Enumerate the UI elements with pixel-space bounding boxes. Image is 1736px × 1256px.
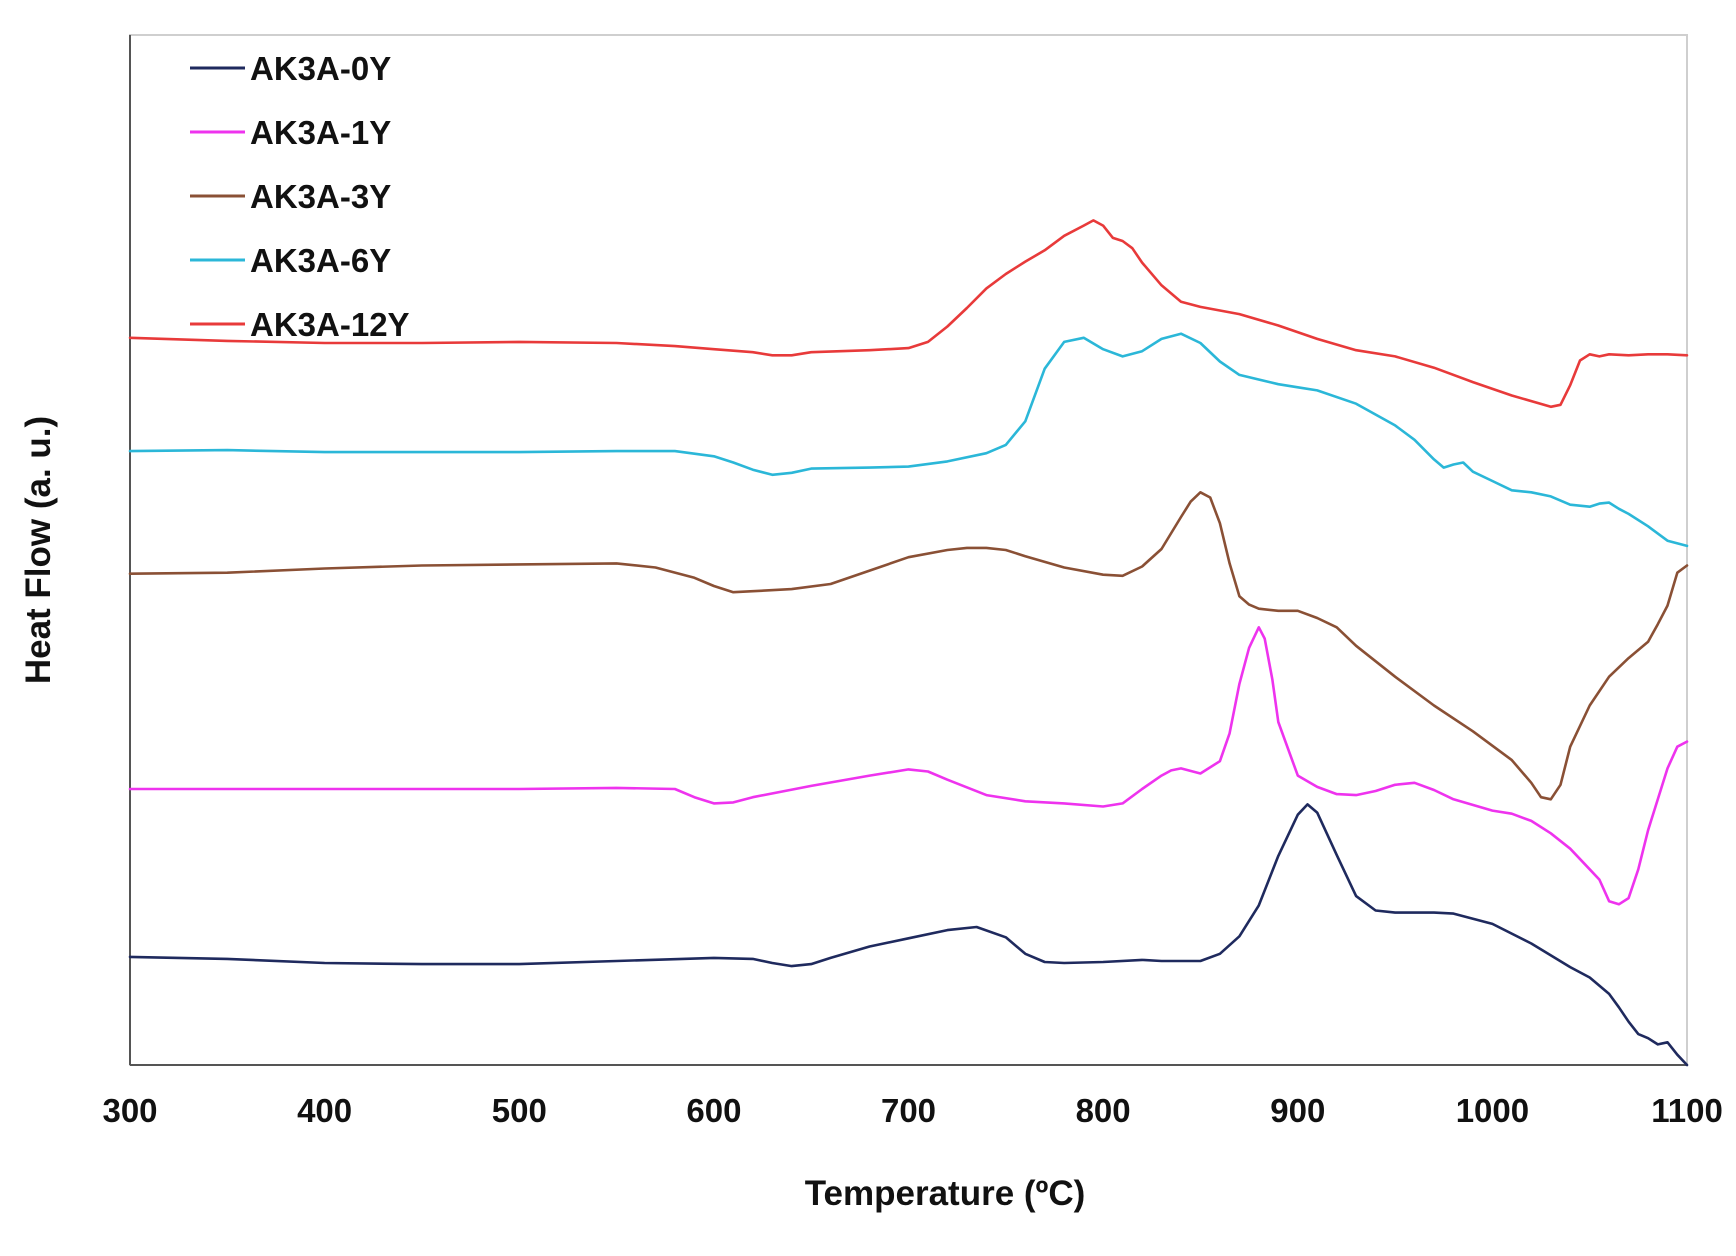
series-layer (128, 219, 1689, 1067)
legend-label: AK3A-0Y (250, 50, 391, 87)
x-tick-label: 300 (102, 1092, 157, 1129)
series-line-ak3a-12y (128, 219, 1689, 409)
x-tick-label: 400 (297, 1092, 352, 1129)
series-line-ak3a-1y (128, 626, 1689, 906)
x-tick-label: 700 (881, 1092, 936, 1129)
x-tick-label: 500 (492, 1092, 547, 1129)
x-tick-label: 800 (1076, 1092, 1131, 1129)
legend-label: AK3A-1Y (250, 114, 391, 151)
series-line-ak3a-0y (128, 803, 1689, 1067)
x-axis-title: Temperature (ºC) (805, 1174, 1086, 1213)
series-line-ak3a-3y (128, 491, 1689, 801)
legend: AK3A-0Y AK3A-1Y AK3A-3Y AK3A-6Y AK3A-12Y (190, 50, 410, 343)
x-tick-labels: 300 400 500 600 700 800 900 1000 1100 (102, 1092, 1722, 1129)
y-axis-title: Heat Flow (a. u.) (19, 416, 58, 684)
legend-label: AK3A-12Y (250, 306, 410, 343)
series-line-ak3a-6y (128, 332, 1689, 548)
x-tick-label: 1000 (1456, 1092, 1529, 1129)
legend-label: AK3A-6Y (250, 242, 391, 279)
x-tick-label: 900 (1270, 1092, 1325, 1129)
x-tick-label: 600 (686, 1092, 741, 1129)
x-tick-label: 1100 (1651, 1092, 1723, 1129)
legend-label: AK3A-3Y (250, 178, 391, 215)
